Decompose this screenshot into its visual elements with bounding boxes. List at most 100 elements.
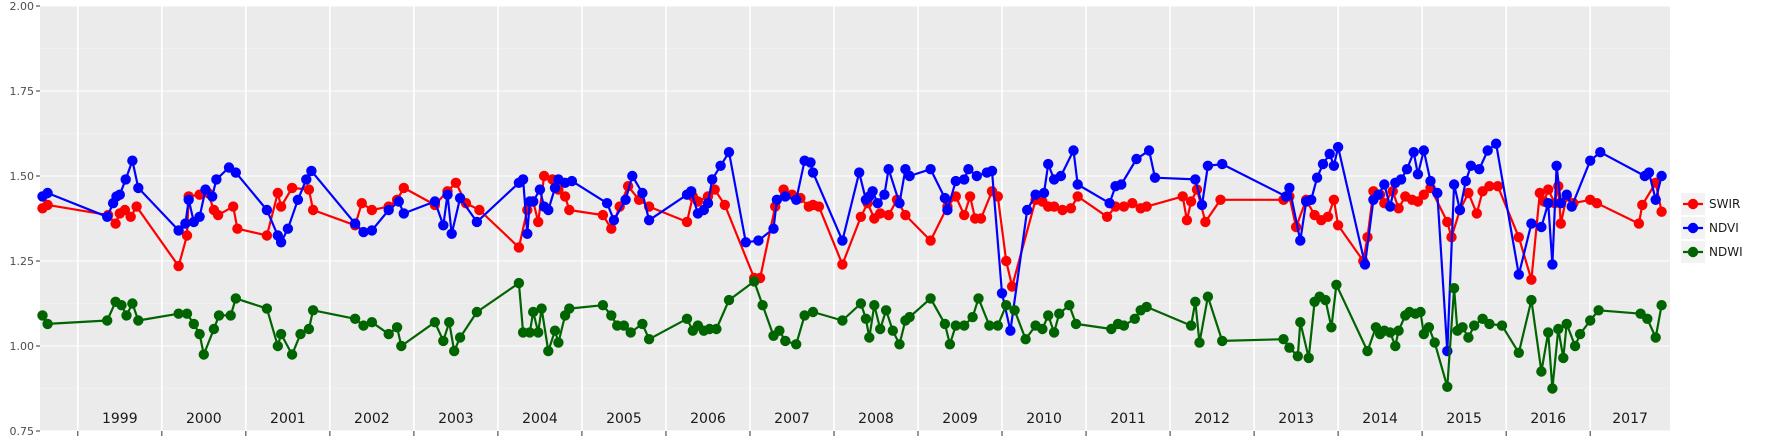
data-point-ndwi [791, 339, 802, 350]
data-point-ndwi [992, 320, 1003, 331]
data-point-ndvi [120, 174, 131, 185]
data-point-ndwi [349, 313, 361, 324]
data-point-ndwi [543, 345, 554, 357]
data-point-ndvi [1490, 138, 1502, 149]
data-point-ndvi [780, 191, 791, 202]
data-point-swir [1555, 218, 1567, 229]
data-point-ndvi [393, 196, 404, 207]
data-point-swir [513, 242, 525, 253]
data-point-ndvi [1373, 189, 1384, 200]
data-point-ndwi [225, 310, 236, 321]
data-point-ndvi [837, 235, 848, 246]
data-point-ndwi [967, 311, 978, 323]
data-point-ndvi [707, 174, 718, 185]
data-point-ndvi [446, 228, 457, 239]
data-point-swir [212, 209, 224, 221]
data-point-swir [450, 177, 462, 188]
data-point-ndvi [1395, 174, 1407, 185]
data-point-ndvi [1072, 179, 1083, 190]
data-point-ndwi [984, 320, 995, 331]
data-point-ndwi [1009, 305, 1020, 316]
y-tick-label: 1.25 [10, 255, 35, 268]
year-label: 2014 [1362, 411, 1398, 427]
data-point-swir [228, 201, 239, 212]
data-point-ndvi [1401, 164, 1413, 175]
data-point-swir [474, 204, 485, 216]
data-point-ndvi [230, 167, 241, 178]
data-point-ndwi [383, 328, 394, 340]
data-point-ndvi [522, 228, 533, 239]
data-point-ndvi [996, 288, 1008, 299]
data-point-ndwi [807, 306, 819, 318]
data-point-ndvi [740, 237, 751, 248]
data-point-ndvi [1585, 155, 1596, 166]
data-point-swir [1101, 211, 1113, 222]
data-point-ndvi [1561, 189, 1572, 200]
data-point-ndwi [303, 323, 315, 335]
data-point-swir [597, 209, 609, 221]
data-point-ndwi [396, 340, 407, 352]
data-point-ndvi [1143, 145, 1155, 156]
data-point-swir [1412, 196, 1424, 207]
data-point-ndvi [282, 223, 294, 234]
data-point-ndwi [1390, 340, 1401, 352]
data-point-ndwi [230, 293, 241, 304]
data-point-ndvi [1359, 259, 1371, 270]
data-point-swir [398, 182, 409, 194]
data-point-ndwi [1054, 308, 1065, 319]
data-point-ndwi [711, 323, 722, 335]
data-point-swir [883, 209, 894, 221]
data-point-ndwi [799, 310, 810, 321]
year-label: 2005 [606, 411, 642, 427]
data-point-ndvi [753, 235, 764, 246]
data-point-ndwi [1513, 347, 1525, 358]
data-point-ndvi [534, 184, 546, 195]
data-point-ndvi [1295, 235, 1306, 246]
year-label: 2013 [1278, 411, 1314, 427]
data-point-ndwi [1129, 313, 1141, 324]
year-label: 2001 [270, 411, 306, 427]
data-point-ndvi [867, 186, 878, 197]
data-point-ndwi [366, 317, 378, 328]
data-point-ndvi [715, 160, 726, 171]
data-point-ndwi [429, 317, 441, 328]
data-point-ndvi [1116, 179, 1127, 190]
year-axis: 1999 2000 2001 2002 2003 2004 2005 2006 2007 2008… [77, 411, 1648, 436]
data-point-ndwi [1569, 340, 1581, 352]
data-point-ndvi [1425, 175, 1436, 187]
data-point-ndwi [869, 300, 880, 311]
data-point-ndwi [272, 340, 283, 352]
data-point-swir [1001, 255, 1012, 267]
data-point-ndwi [1561, 318, 1572, 330]
data-point-swir [110, 218, 121, 229]
data-point-ndvi [1566, 201, 1577, 212]
y-tick-label: 1.50 [10, 170, 35, 183]
legend-label: NDWI [1709, 245, 1743, 259]
data-point-swir [1141, 201, 1152, 212]
data-point-ndvi [102, 211, 113, 222]
data-point-swir [964, 191, 976, 202]
data-point-swir [1484, 181, 1495, 192]
y-tick-label: 0.75 [10, 425, 35, 438]
data-point-ndwi [208, 323, 220, 335]
data-point-ndwi [864, 332, 875, 343]
data-point-ndvi [1474, 164, 1485, 175]
data-point-ndwi [536, 303, 547, 314]
data-point-ndwi [295, 328, 306, 340]
data-point-ndvi [1656, 170, 1667, 182]
data-point-ndvi [854, 167, 865, 178]
data-point-ndwi [173, 308, 184, 319]
data-point-ndvi [702, 198, 714, 209]
data-point-ndvi [627, 170, 638, 182]
series-ndvi [37, 138, 1667, 357]
data-point-ndvi [528, 196, 539, 207]
data-point-ndwi [1442, 381, 1453, 392]
data-point-ndwi [1385, 327, 1396, 338]
year-label: 2003 [438, 411, 474, 427]
data-point-ndwi [275, 328, 287, 340]
data-point-ndvi [791, 194, 802, 205]
data-point-ndvi [1412, 169, 1424, 180]
data-point-ndvi [442, 189, 453, 200]
data-point-ndvi [438, 220, 449, 231]
